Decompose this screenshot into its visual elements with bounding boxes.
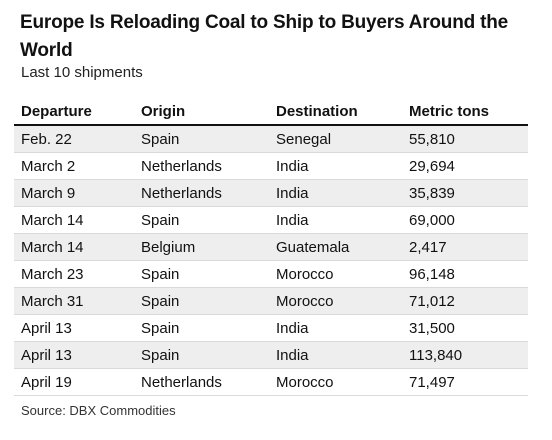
cell-departure: March 9 <box>14 179 134 207</box>
table-row: April 19 Netherlands Morocco 71,497 <box>14 368 528 396</box>
cell-departure: April 13 <box>14 314 134 342</box>
table-body: Feb. 22 Spain Senegal 55,810 March 2 Netherla… <box>14 125 528 396</box>
table-row: March 31 Spain Morocco 71,012 <box>14 287 528 315</box>
chart-title: Europe Is Reloading Coal to Ship to Buye… <box>20 12 509 61</box>
cell-departure: March 31 <box>14 287 134 315</box>
cell-origin: Spain <box>134 260 269 288</box>
cell-destination: India <box>269 206 402 234</box>
table-row: March 14 Belgium Guatemala 2,417 <box>14 233 528 261</box>
cell-destination: Guatemala <box>269 233 402 261</box>
cell-metric-tons: 29,694 <box>402 152 528 180</box>
table-row: April 13 Spain India 31,500 <box>14 314 528 342</box>
cell-metric-tons: 71,497 <box>402 368 528 396</box>
column-header-origin: Origin <box>134 99 269 126</box>
source-note: Source: DBX Commodities <box>21 403 176 418</box>
table-row: March 9 Netherlands India 35,839 <box>14 179 528 207</box>
cell-metric-tons: 71,012 <box>402 287 528 315</box>
cell-metric-tons: 35,839 <box>402 179 528 207</box>
cell-departure: April 19 <box>14 368 134 396</box>
cell-metric-tons: 55,810 <box>402 125 528 153</box>
cell-destination: Morocco <box>269 368 402 396</box>
cell-metric-tons: 96,148 <box>402 260 528 288</box>
cell-departure: March 14 <box>14 206 134 234</box>
table-row: April 13 Spain India 113,840 <box>14 341 528 369</box>
cell-departure: April 13 <box>14 341 134 369</box>
table-header-row: Departure Origin Destination Metric tons <box>14 99 528 126</box>
cell-destination: India <box>269 314 402 342</box>
column-header-destination: Destination <box>269 99 402 126</box>
cell-destination: Senegal <box>269 125 402 153</box>
cell-origin: Spain <box>134 314 269 342</box>
cell-departure: March 23 <box>14 260 134 288</box>
cell-origin: Belgium <box>134 233 269 261</box>
table-row: March 2 Netherlands India 29,694 <box>14 152 528 180</box>
cell-metric-tons: 31,500 <box>402 314 528 342</box>
cell-origin: Netherlands <box>134 368 269 396</box>
cell-destination: India <box>269 179 402 207</box>
cell-destination: India <box>269 152 402 180</box>
table-row: March 14 Spain India 69,000 <box>14 206 528 234</box>
cell-destination: Morocco <box>269 260 402 288</box>
cell-metric-tons: 2,417 <box>402 233 528 261</box>
column-header-departure: Departure <box>14 99 134 126</box>
cell-destination: Morocco <box>269 287 402 315</box>
cell-origin: Netherlands <box>134 179 269 207</box>
cell-origin: Spain <box>134 125 269 153</box>
chart-subtitle: Last 10 shipments <box>21 64 143 81</box>
cell-metric-tons: 69,000 <box>402 206 528 234</box>
cell-destination: India <box>269 341 402 369</box>
column-header-metric-tons: Metric tons <box>402 99 528 126</box>
table-row: March 23 Spain Morocco 96,148 <box>14 260 528 288</box>
shipments-table: Departure Origin Destination Metric tons… <box>14 99 528 396</box>
cell-origin: Spain <box>134 287 269 315</box>
cell-departure: March 2 <box>14 152 134 180</box>
cell-departure: March 14 <box>14 233 134 261</box>
cell-origin: Spain <box>134 341 269 369</box>
cell-departure: Feb. 22 <box>14 125 134 153</box>
table-row: Feb. 22 Spain Senegal 55,810 <box>14 125 528 153</box>
cell-metric-tons: 113,840 <box>402 341 528 369</box>
cell-origin: Spain <box>134 206 269 234</box>
cell-origin: Netherlands <box>134 152 269 180</box>
